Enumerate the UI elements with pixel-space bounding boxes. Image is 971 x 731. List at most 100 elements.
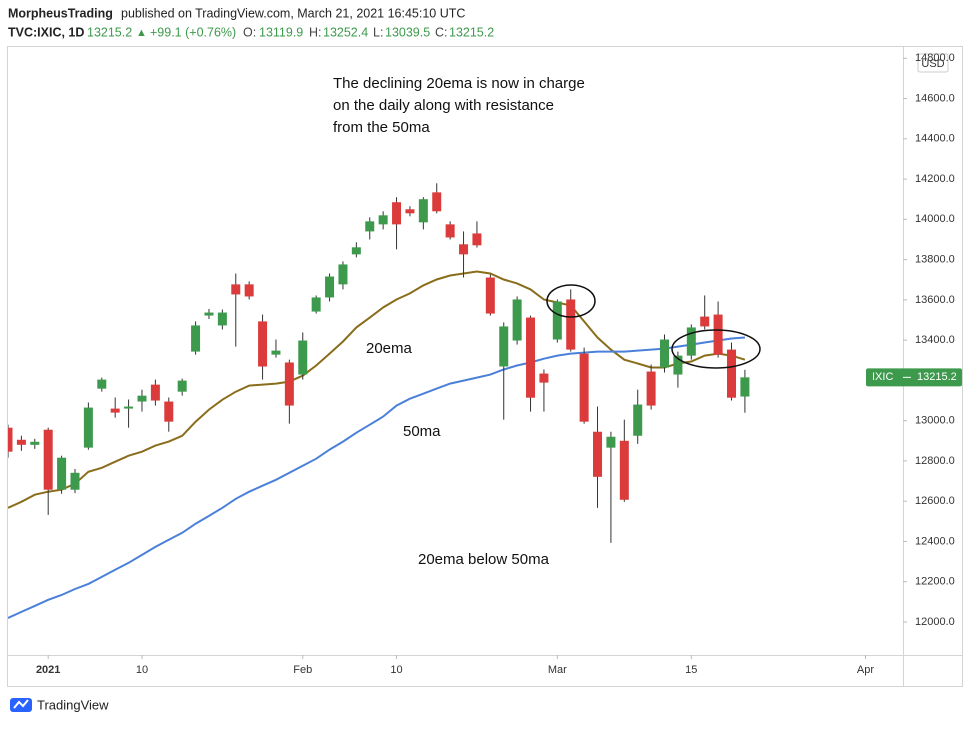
y-tick-label: 14600.0	[915, 92, 955, 104]
candle-body	[593, 431, 603, 477]
candle-body	[177, 380, 187, 392]
y-tick-label: 13400.0	[915, 334, 955, 346]
high-label: H:	[309, 25, 322, 39]
candle-body	[713, 314, 723, 355]
y-tick-label: 12600.0	[915, 495, 955, 507]
candle-body	[365, 221, 375, 232]
candle-body	[499, 326, 509, 367]
series-label: 20ema	[366, 340, 413, 357]
price-tag-symbol: IXIC	[872, 371, 893, 383]
frame	[7, 46, 963, 687]
high-value: 13252.4	[323, 25, 368, 39]
candle-body	[137, 395, 147, 402]
close-value: 13215.2	[449, 25, 494, 39]
x-tick-label: 2021	[36, 664, 60, 676]
candle-body	[566, 299, 576, 350]
y-tick-label: 14000.0	[915, 213, 955, 225]
candle-body	[686, 327, 696, 356]
price-tag-value: 13215.2	[917, 371, 957, 383]
y-tick-label: 13600.0	[915, 294, 955, 306]
published-note: published on TradingView.com, March 21, …	[121, 6, 465, 20]
candle-body	[83, 407, 93, 448]
change: +99.1 (+0.76%)	[150, 25, 236, 39]
candle-body	[512, 299, 522, 341]
x-tick-label: 15	[685, 664, 697, 676]
close-label: C:	[435, 25, 448, 39]
candle-body	[217, 312, 227, 326]
candle-body	[97, 379, 107, 389]
publisher: MorpheusTrading	[8, 6, 113, 20]
candle-body	[378, 215, 388, 225]
candle-body	[660, 339, 670, 368]
candle-body	[258, 321, 268, 367]
candle-body	[432, 192, 442, 212]
y-tick-label: 12200.0	[915, 576, 955, 588]
x-tick-label: Apr	[857, 664, 874, 676]
candle-body	[539, 373, 549, 383]
currency: USD	[921, 58, 944, 70]
candle-body	[606, 436, 616, 448]
brand: TradingView	[10, 697, 109, 712]
candle-body	[552, 301, 562, 340]
candle-body	[485, 277, 495, 314]
candle-body	[740, 377, 750, 397]
candle-body	[164, 401, 174, 422]
open-value: 13119.9	[259, 25, 303, 39]
y-tick-label: 13800.0	[915, 254, 955, 266]
candle-body	[43, 429, 53, 490]
candle-body	[673, 355, 683, 375]
candle-body	[110, 408, 120, 413]
candle-body	[30, 441, 40, 445]
brand-name: TradingView	[37, 697, 109, 712]
candle-body	[311, 297, 321, 312]
low-label: L:	[373, 25, 383, 39]
candle-body	[472, 233, 482, 246]
candle-body	[150, 384, 160, 401]
candle-body	[57, 457, 67, 490]
ma-line	[8, 270, 746, 509]
candle-body	[16, 439, 26, 445]
candle-body	[727, 349, 737, 398]
symbol-line: TVC:IXIC, 1D 13215.2 ▲ +99.1 (+0.76%) O:…	[8, 25, 494, 39]
annotation: The declining 20ema is now in charge	[333, 75, 585, 92]
candle-body	[244, 284, 254, 297]
annotation: 20ema below 50ma	[418, 551, 550, 568]
candle-body	[700, 316, 710, 327]
candle-body	[70, 472, 80, 490]
x-tick-label: Feb	[293, 664, 312, 676]
candle-body	[526, 317, 536, 398]
y-tick-label: 13000.0	[915, 415, 955, 427]
price-tag	[866, 368, 962, 387]
y-tick-label: 14800.0	[915, 52, 955, 64]
x-tick-label: 10	[136, 664, 148, 676]
annotation: on the daily along with resistance	[333, 97, 554, 114]
low-value: 13039.5	[385, 25, 430, 39]
open-label: O:	[243, 25, 256, 39]
candle-body	[646, 371, 656, 406]
highlight-ellipse	[546, 284, 596, 318]
candle-body	[405, 209, 415, 214]
candle-body	[418, 199, 428, 223]
candle-body	[271, 350, 281, 355]
y-tick-label: 12000.0	[915, 616, 955, 628]
candle-body	[633, 404, 643, 436]
plot-area	[8, 183, 750, 619]
last-price: 13215.2	[87, 25, 132, 39]
x-tick-label: Mar	[548, 664, 567, 676]
candle-body	[191, 325, 201, 352]
candle-body	[351, 247, 361, 255]
y-tick-label: 12800.0	[915, 455, 955, 467]
candle-body	[204, 312, 214, 316]
candle-body	[284, 362, 294, 406]
candle-body	[124, 406, 134, 409]
candle-body	[392, 202, 402, 225]
symbol: TVC:IXIC, 1D	[8, 25, 84, 39]
candle-body	[298, 340, 308, 375]
candle-body	[445, 224, 455, 238]
annotation: from the 50ma	[333, 119, 430, 136]
candle-body	[231, 284, 241, 295]
y-tick-label: 14200.0	[915, 173, 955, 185]
change-arrow: ▲	[136, 27, 147, 39]
